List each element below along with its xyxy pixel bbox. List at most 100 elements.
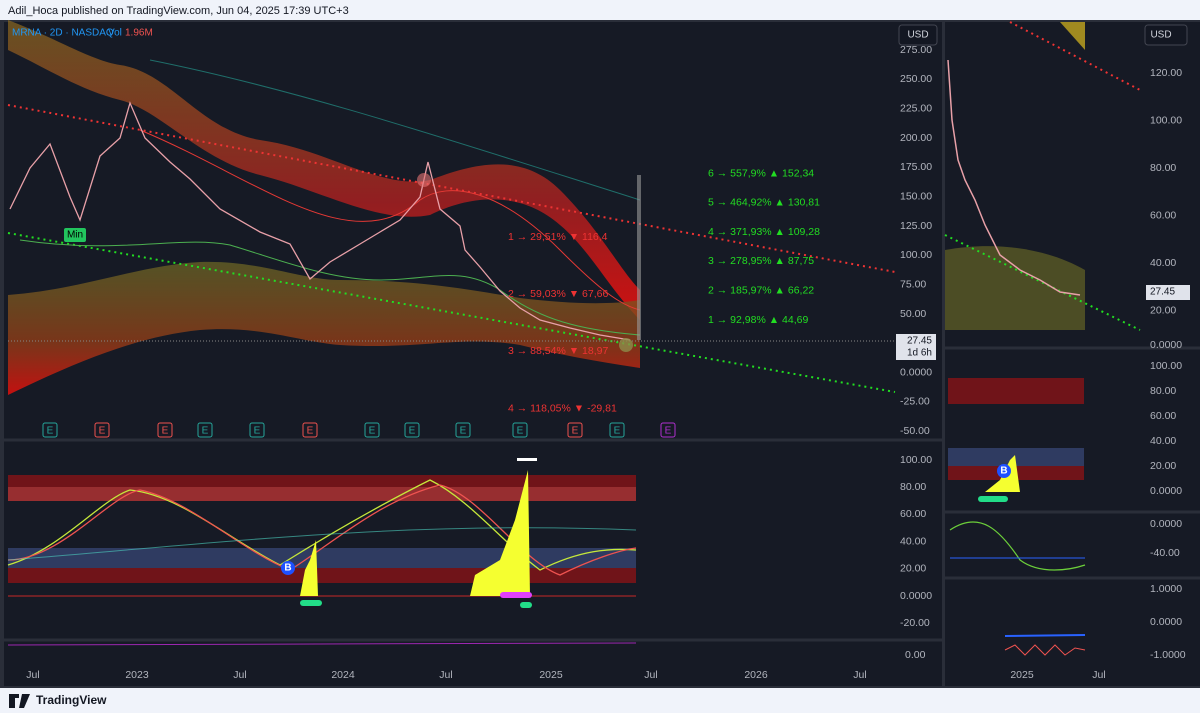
side-currency[interactable]: USD: [1150, 30, 1171, 41]
osc-axis-label: 100.00: [900, 454, 932, 466]
side-osc-axis-label: 80.00: [1150, 385, 1176, 397]
generated: 275.00 250.00 225.00 200.00 175.00 150.00 125.…: [26, 44, 1185, 681]
side-pane4-axis-label: -1.0000: [1150, 649, 1186, 661]
currency-button[interactable]: [898, 24, 938, 46]
earnings-marker: [609, 422, 625, 438]
price-path: [9, 101, 631, 341]
lower-band: [8, 261, 640, 395]
side-price-axis-label: 40.00: [1150, 257, 1176, 269]
earnings-label: E: [665, 426, 672, 437]
price-axis-label: 0.0000: [900, 366, 932, 378]
side-price-axis-label: 120.00: [1150, 67, 1182, 79]
side-osc-axis-label: 60.00: [1150, 410, 1176, 422]
earnings-marker: [660, 422, 676, 438]
price-axis-label: 50.00: [900, 308, 926, 320]
side-osc-axis-label: 100.00: [1150, 360, 1182, 372]
earnings-label: E: [460, 426, 467, 437]
side-panel: [945, 22, 1200, 686]
price-axis-label: -25.00: [900, 396, 930, 408]
side-price-axis-label: 20.00: [1150, 304, 1176, 316]
price-axis-label: 275.00: [900, 44, 932, 56]
currency[interactable]: USD: [907, 30, 928, 41]
up-target: 1 → 92,98% ▲ 44,69: [708, 314, 808, 326]
time-axis-label: Jul: [233, 669, 246, 681]
earnings-marker: [42, 422, 58, 438]
osc-axis-label: -20.00: [900, 617, 930, 629]
footer-brand: TradingView: [36, 693, 107, 707]
price-axis-label: 100.00: [900, 249, 932, 261]
side-buy-label: B: [1000, 466, 1007, 477]
time-axis-label: 2025: [539, 669, 563, 681]
earnings-marker: [197, 422, 213, 438]
earnings-label: E: [162, 426, 169, 437]
earnings-marker: [302, 422, 318, 438]
up-target: 4 → 371,93% ▲ 109,28: [708, 226, 820, 238]
earnings-label: E: [47, 426, 54, 437]
osc-lower-axis-label: 0.00: [905, 649, 926, 661]
price-axis-label: 250.00: [900, 73, 932, 85]
earnings-marker: [249, 422, 265, 438]
earnings-label: E: [572, 426, 579, 437]
countdown: 1d 6h: [907, 348, 932, 359]
earnings-marker: [455, 422, 471, 438]
price-axis-label: 200.00: [900, 132, 932, 144]
earnings-label: E: [202, 426, 209, 437]
last-price: 27.45: [907, 336, 932, 347]
earnings-label: E: [307, 426, 314, 437]
earnings-label: E: [614, 426, 621, 437]
up-target: 5 → 464,92% ▲ 130,81: [708, 197, 820, 209]
earnings-label: E: [369, 426, 376, 437]
earnings-label: E: [99, 426, 106, 437]
up-target: 2 → 185,97% ▲ 66,22: [708, 284, 814, 296]
up-target: 6 → 557,9% ▲ 152,34: [708, 167, 814, 179]
buy-label: B: [284, 563, 291, 574]
down-target: 1 → 29,51% ▼ 116,4: [508, 231, 608, 243]
side-buy-marker: [997, 464, 1011, 478]
price-axis-label: 125.00: [900, 220, 932, 232]
price-axis-label: 175.00: [900, 161, 932, 173]
osc-axis-label: 0.0000: [900, 590, 932, 602]
osc-axis-label: 60.00: [900, 508, 926, 520]
earnings-marker: [404, 422, 420, 438]
down-target: 3 → 88,54% ▼ 18,97: [508, 345, 608, 357]
price-axis-label: -50.00: [900, 425, 930, 437]
time-axis-label: Jul: [26, 669, 39, 681]
volume-value: 1.96M: [125, 28, 153, 39]
upper-band: [8, 20, 640, 320]
side-currency-button[interactable]: [1144, 24, 1188, 46]
side-osc-axis-label: 20.00: [1150, 460, 1176, 472]
earnings-marker: [157, 422, 173, 438]
side-osc-axis-label: 0.0000: [1150, 485, 1182, 497]
time-axis-label: Jul: [853, 669, 866, 681]
price-axis-label: 225.00: [900, 102, 932, 114]
earnings-marker: [364, 422, 380, 438]
footer: [0, 688, 1200, 713]
side-osc-axis-label: 40.00: [1150, 435, 1176, 447]
side-time-axis-label: 2025: [1010, 669, 1034, 681]
last-price-box: [896, 334, 936, 360]
side-price-axis-label: 60.00: [1150, 209, 1176, 221]
earnings-marker: [94, 422, 110, 438]
earnings-marker: [567, 422, 583, 438]
earnings-marker: [512, 422, 528, 438]
support-trendline: [7, 232, 896, 393]
down-target: 4 → 118,05% ▼ -29,81: [508, 402, 617, 414]
time-axis-label: Jul: [644, 669, 657, 681]
price-axis-label: 150.00: [900, 190, 932, 202]
side-pane4-axis-label: 1.0000: [1150, 583, 1182, 595]
time-axis-label: 2026: [744, 669, 768, 681]
time-axis-label: Jul: [439, 669, 452, 681]
down-target: 2 → 59,03% ▼ 67,66: [508, 288, 608, 300]
side-time-axis-label: Jul: [1092, 669, 1105, 681]
osc-axis-label: 40.00: [900, 535, 926, 547]
earnings-label: E: [409, 426, 416, 437]
header-text: Adil_Hoca published on TradingView.com, …: [8, 5, 349, 17]
time-axis-label: 2023: [125, 669, 149, 681]
min-marker: [64, 228, 86, 242]
up-target: 3 → 278,95% ▲ 87,75: [708, 255, 814, 267]
volume-label: Vol: [108, 28, 122, 39]
osc-axis-label: 80.00: [900, 481, 926, 493]
min-label: Min: [67, 230, 83, 241]
price-axis-label: 75.00: [900, 278, 926, 290]
